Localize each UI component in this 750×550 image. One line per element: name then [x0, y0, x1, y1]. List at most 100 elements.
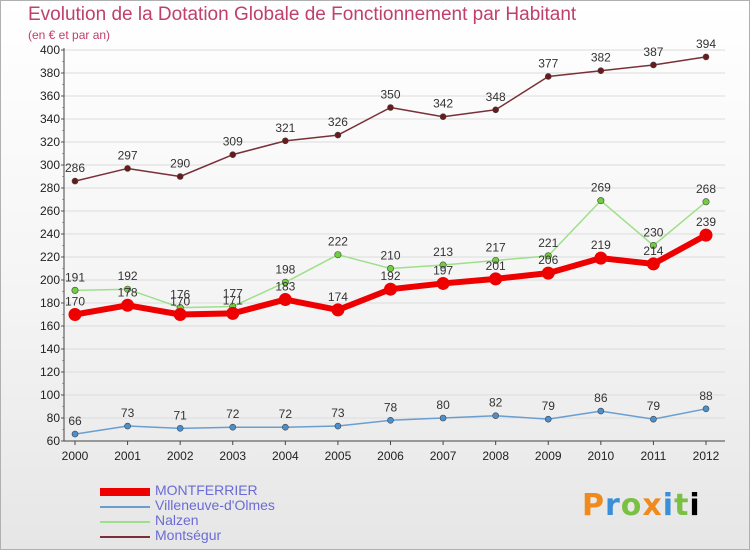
data-label: 176 — [170, 288, 190, 302]
data-label: 321 — [275, 121, 295, 135]
y-tick-label: 80 — [47, 411, 61, 425]
data-point — [334, 422, 342, 430]
data-label: 350 — [380, 88, 400, 102]
data-point — [226, 306, 240, 320]
data-point — [650, 61, 657, 69]
data-label: 79 — [647, 399, 661, 413]
data-point — [71, 177, 79, 185]
data-label: 82 — [489, 396, 503, 410]
data-label: 206 — [538, 253, 558, 267]
data-label: 71 — [173, 408, 187, 422]
data-label: 73 — [331, 406, 345, 420]
data-point — [176, 425, 184, 432]
data-label: 342 — [433, 97, 453, 111]
x-tick-label: 2009 — [535, 449, 562, 463]
y-tick-label: 60 — [47, 434, 61, 448]
data-label: 191 — [65, 270, 85, 284]
data-point — [124, 422, 131, 430]
logo-letter: P — [582, 488, 605, 523]
data-label: 174 — [328, 290, 348, 304]
data-label: 214 — [643, 244, 663, 258]
data-label: 80 — [436, 398, 450, 412]
line-chart: 60 80 100 120 140 160 180 200 220 240 260 280 300 320… — [40, 37, 725, 463]
x-tick-label: 2005 — [325, 449, 352, 463]
logo-letter: i — [662, 488, 675, 523]
data-label: 72 — [226, 407, 240, 421]
y-tick-label: 240 — [40, 227, 60, 241]
data-label: 213 — [433, 245, 453, 259]
data-label: 88 — [699, 389, 713, 403]
data-point — [702, 405, 710, 413]
data-point — [439, 113, 447, 120]
data-label: 377 — [538, 56, 558, 70]
data-label: 79 — [542, 399, 556, 413]
data-point — [594, 251, 608, 265]
data-point — [439, 261, 447, 269]
proxiti-logo: Proxiti — [582, 488, 701, 523]
data-label: 348 — [486, 90, 506, 104]
legend-swatch — [100, 506, 150, 508]
data-label: 170 — [65, 295, 85, 309]
data-point — [278, 293, 292, 307]
legend-swatch — [100, 521, 150, 523]
data-point — [124, 285, 132, 293]
data-point — [492, 106, 499, 114]
data-label: 230 — [643, 226, 663, 240]
data-label: 178 — [118, 285, 138, 299]
data-point — [489, 272, 503, 286]
data-point — [436, 276, 450, 290]
data-point — [68, 308, 82, 321]
data-label: 210 — [380, 249, 400, 263]
data-point — [544, 73, 552, 80]
y-tick-label: 160 — [40, 319, 60, 333]
data-point — [544, 415, 552, 423]
data-point — [176, 173, 184, 180]
data-point — [597, 67, 605, 74]
data-label: 286 — [65, 161, 85, 175]
data-label: 221 — [538, 236, 558, 250]
data-point — [439, 414, 447, 422]
legend-label: Nalzen — [155, 512, 199, 528]
data-point — [173, 308, 187, 321]
y-tick-label: 400 — [40, 43, 60, 57]
data-label: 192 — [118, 269, 138, 283]
data-point — [281, 278, 289, 286]
data-point — [387, 416, 394, 424]
data-point — [71, 286, 79, 294]
data-label: 73 — [121, 406, 135, 420]
y-tick-label: 140 — [40, 342, 60, 356]
data-point — [646, 257, 660, 271]
y-tick-label: 300 — [40, 158, 60, 172]
data-label: 198 — [275, 262, 295, 276]
logo-letter: t — [674, 488, 690, 523]
data-point — [649, 242, 657, 250]
legend-label: Villeneuve-d'Olmes — [155, 497, 275, 513]
data-point — [597, 407, 605, 415]
legend-swatch — [100, 536, 150, 538]
data-point — [544, 252, 552, 260]
y-tick-label: 360 — [40, 89, 60, 103]
data-point — [492, 412, 499, 420]
data-label: 297 — [118, 148, 138, 162]
y-tick-label: 260 — [40, 204, 60, 218]
y-tick-label: 200 — [40, 273, 60, 287]
data-label: 66 — [68, 414, 82, 428]
data-point — [597, 197, 605, 205]
data-point — [331, 303, 345, 317]
data-point — [492, 256, 500, 264]
x-tick-label: 2002 — [167, 449, 194, 463]
y-tick-label: 220 — [40, 250, 60, 264]
data-label: 86 — [594, 391, 608, 405]
logo-letter: i — [689, 488, 701, 523]
data-point — [386, 264, 394, 272]
data-point — [541, 266, 555, 280]
data-label: 387 — [643, 45, 663, 59]
x-tick-label: 2008 — [482, 449, 509, 463]
data-label: 394 — [696, 37, 716, 51]
x-tick-label: 2003 — [219, 449, 246, 463]
legend-label: MONTFERRIER — [155, 482, 258, 498]
data-label: 309 — [223, 135, 243, 149]
data-label: 177 — [223, 286, 243, 300]
data-label: 222 — [328, 235, 348, 249]
